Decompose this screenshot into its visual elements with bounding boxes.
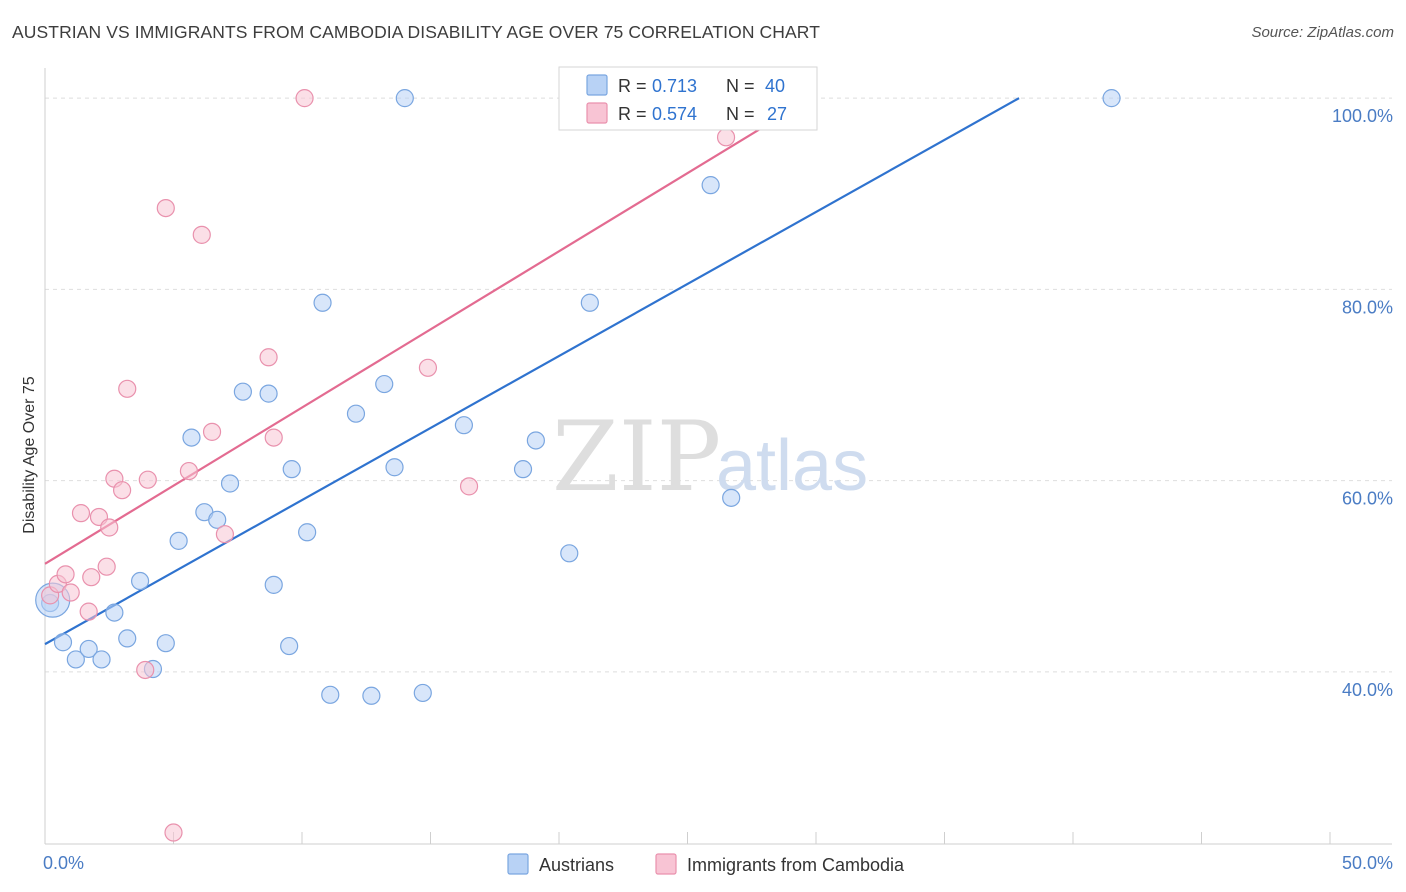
austrian-point-29 — [454, 416, 474, 435]
austrian-point-27 — [395, 89, 414, 108]
austrian-point-18 — [280, 636, 299, 656]
legend-r-label-cambodia: R = — [618, 104, 647, 124]
austrian-point-31 — [526, 431, 545, 450]
cambodia-point-6 — [82, 568, 101, 587]
cambodia-point-20 — [259, 348, 278, 367]
x-tick-label-1: 50.0% — [1342, 853, 1393, 873]
cambodia-point-26 — [716, 128, 736, 147]
legend-r-label-austrians: R = — [618, 76, 647, 96]
cambodia-point-24 — [459, 477, 479, 496]
cambodia-point-13 — [136, 660, 155, 680]
austrian-point-33 — [580, 293, 599, 312]
austrian-point-35 — [701, 176, 720, 195]
austrian-point-19 — [282, 460, 301, 479]
austrian-point-24 — [362, 686, 381, 705]
austrian-point-20 — [298, 523, 317, 542]
cambodia-point-11 — [112, 481, 132, 500]
x-tick-label-0: 0.0% — [43, 853, 84, 873]
bottom-legend-swatch-cambodia — [655, 853, 677, 875]
legend-n-label-cambodia: N = — [726, 104, 755, 124]
cambodia-trend-line — [44, 97, 812, 565]
austrian-point-32 — [560, 544, 579, 563]
watermark-zip: ZIP — [552, 401, 721, 513]
cambodia-point-25 — [164, 823, 183, 842]
austrian-point-4 — [92, 650, 111, 669]
cambodia-point-12 — [118, 379, 137, 398]
austrian-point-10 — [169, 531, 188, 550]
austrian-point-21 — [313, 293, 332, 312]
legend-swatch-cambodia — [586, 102, 608, 124]
cambodia-point-15 — [156, 198, 175, 218]
legend-n-value-cambodia: 27 — [767, 104, 787, 124]
cambodia-point-17 — [192, 225, 211, 244]
bottom-legend-label-austrians: Austrians — [539, 855, 614, 875]
y-tick-label-3: 100.0% — [1332, 106, 1393, 126]
legend-box: R = 0.713 N = 40 R = 0.574 N = 27 — [558, 66, 818, 131]
austrian-point-16 — [259, 384, 278, 403]
trend-lines — [44, 97, 1020, 646]
cambodia-point-8 — [97, 557, 116, 576]
legend-n-label-austrians: N = — [726, 76, 755, 96]
austrian-point-28 — [413, 683, 432, 703]
austrian-point-36 — [722, 488, 741, 507]
cambodia-point-18 — [202, 422, 222, 441]
austrian-point-1 — [53, 633, 73, 652]
bottom-legend: Austrians Immigrants from Cambodia — [507, 853, 905, 875]
austrian-point-7 — [130, 571, 150, 591]
cambodia-point-9 — [100, 518, 119, 537]
cambodia-point-16 — [179, 461, 199, 481]
austrian-trend-line — [44, 97, 1020, 646]
austrian-point-14 — [220, 474, 240, 493]
grid-lines — [45, 97, 1392, 673]
legend-swatch-austrians — [586, 74, 608, 96]
austrian-point-26 — [385, 458, 404, 477]
cambodia-point-3 — [61, 583, 80, 602]
cambodia-point-23 — [418, 358, 438, 377]
cambodia-point-21 — [264, 428, 283, 447]
austrian-point-9 — [156, 634, 175, 653]
legend-n-value-austrians: 40 — [765, 76, 785, 96]
tick-labels: 40.0% 60.0% 80.0% 100.0% 0.0% 50.0% — [43, 106, 1393, 873]
austrian-point-11 — [182, 428, 201, 447]
chart-title: AUSTRIAN VS IMMIGRANTS FROM CAMBODIA DIS… — [12, 22, 820, 42]
cambodia-point-19 — [215, 525, 234, 544]
austrian-point-13 — [208, 510, 227, 529]
y-tick-label-0: 40.0% — [1342, 680, 1393, 700]
cambodia-point-22 — [295, 89, 314, 108]
austrian-point-25 — [375, 374, 394, 394]
cambodia-point-14 — [138, 470, 157, 489]
austrian-point-17 — [264, 575, 283, 594]
y-tick-label-1: 60.0% — [1342, 489, 1393, 509]
austrian-point-6 — [118, 629, 137, 648]
cambodia-point-4 — [71, 504, 91, 523]
austrian-point-15 — [233, 382, 252, 401]
austrian-point-23 — [346, 404, 366, 423]
y-axis-title: Disability Age Over 75 — [21, 376, 38, 534]
bottom-legend-swatch-austrians — [507, 853, 529, 875]
source-credit: Source: ZipAtlas.com — [1251, 24, 1394, 41]
austrian-point-2 — [66, 650, 85, 669]
austrian-point-22 — [321, 685, 340, 704]
cambodia-point-2 — [56, 565, 75, 584]
austrian-point-30 — [513, 460, 533, 479]
austrian-point-38 — [1102, 89, 1121, 108]
austrian-point-3 — [79, 639, 98, 659]
cambodia-point-5 — [79, 602, 98, 621]
legend-r-value-austrians: 0.713 — [652, 76, 697, 96]
y-tick-label-2: 80.0% — [1342, 297, 1393, 317]
watermark: ZIP atlas — [552, 401, 868, 513]
austrian-point-5 — [105, 603, 124, 622]
legend-r-value-cambodia: 0.574 — [652, 104, 697, 124]
watermark-atlas: atlas — [716, 426, 868, 506]
bottom-legend-label-cambodia: Immigrants from Cambodia — [687, 855, 905, 875]
